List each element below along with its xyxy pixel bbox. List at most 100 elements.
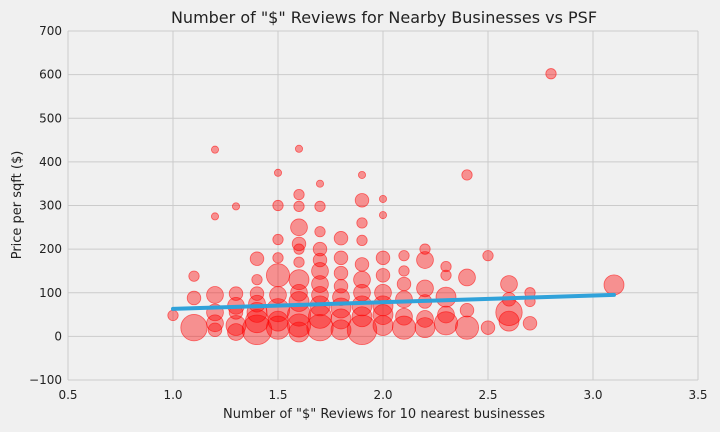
data-point <box>294 144 303 153</box>
data-point <box>398 250 410 262</box>
x-tick-label: 1.0 <box>163 388 182 402</box>
x-tick-label: 3.5 <box>688 388 707 402</box>
data-point <box>416 310 434 328</box>
data-point <box>231 202 240 211</box>
y-tick-label: 700 <box>39 24 62 38</box>
data-point <box>314 200 326 212</box>
data-point <box>398 265 410 277</box>
data-point <box>458 268 476 287</box>
data-point <box>480 320 496 335</box>
y-tick-label: −100 <box>29 373 62 387</box>
data-point <box>375 268 391 283</box>
y-tick-label: 300 <box>39 199 62 213</box>
data-point <box>227 323 245 341</box>
data-point <box>391 315 416 340</box>
data-point <box>333 250 349 266</box>
data-point <box>272 233 284 246</box>
data-point <box>251 274 263 286</box>
data-point <box>312 241 328 257</box>
grid <box>67 30 699 381</box>
data-point <box>482 250 494 262</box>
data-point <box>354 193 370 208</box>
trend-line-group <box>171 292 616 311</box>
data-point <box>440 260 452 273</box>
data-point <box>437 305 455 324</box>
data-point <box>356 217 368 229</box>
data-point <box>241 314 273 346</box>
data-point <box>288 321 310 343</box>
data-point <box>249 286 265 301</box>
data-point <box>435 286 457 308</box>
data-point <box>396 276 412 292</box>
y-tick-label: 600 <box>39 68 62 82</box>
data-point <box>375 250 391 266</box>
data-point <box>314 226 326 238</box>
data-point <box>265 315 290 340</box>
data-point <box>351 306 373 328</box>
data-point <box>180 314 208 342</box>
data-point <box>378 211 387 220</box>
data-point <box>330 308 352 330</box>
data-point <box>395 290 413 309</box>
data-point <box>186 290 202 306</box>
x-tick-label: 2.0 <box>373 388 392 402</box>
data-point <box>353 270 371 289</box>
data-point <box>207 322 223 338</box>
x-axis-label: Number of "$" Reviews for 10 nearest bus… <box>223 407 545 422</box>
data-point <box>188 270 200 282</box>
y-tick-label: 200 <box>39 242 62 256</box>
data-point <box>288 269 310 291</box>
data-point <box>346 314 378 346</box>
data-point <box>440 269 452 281</box>
data-point <box>206 286 224 304</box>
x-axis-ticks: 0.5 1.0 1.5 2.0 2.5 3.0 3.5 <box>58 388 707 402</box>
data-point <box>333 231 349 246</box>
data-point <box>372 315 394 336</box>
data-point <box>272 199 284 212</box>
data-point <box>273 168 282 177</box>
data-point <box>416 251 434 269</box>
x-tick-label: 3.0 <box>583 388 602 402</box>
trend-line <box>171 292 616 311</box>
data-point <box>333 265 349 281</box>
data-point <box>290 218 308 237</box>
data-point <box>315 179 324 188</box>
data-point <box>603 274 625 296</box>
chart-title: Number of "$" Reviews for Nearby Busines… <box>171 8 597 27</box>
data-point <box>249 251 265 266</box>
data-point <box>416 279 434 298</box>
data-point <box>311 275 329 293</box>
data-point <box>293 243 305 255</box>
y-tick-label: 100 <box>39 286 62 300</box>
data-point <box>286 313 311 338</box>
data-point <box>454 315 479 340</box>
data-point <box>306 314 334 342</box>
data-point <box>500 275 518 293</box>
data-point <box>522 316 538 331</box>
y-tick-label: 500 <box>39 111 62 125</box>
data-point <box>356 234 368 246</box>
data-point <box>293 200 305 212</box>
data-point <box>414 317 436 339</box>
data-point <box>228 286 244 301</box>
data-point <box>293 188 305 201</box>
data-point <box>372 304 394 325</box>
data-point <box>167 309 179 322</box>
data-point <box>293 256 305 268</box>
data-point <box>461 169 473 181</box>
data-point <box>311 262 329 280</box>
data-point <box>354 257 370 272</box>
y-axis-ticks: −100 0 100 200 300 400 500 600 700 <box>29 24 62 387</box>
data-point <box>357 170 366 179</box>
data-point <box>290 283 308 302</box>
data-point <box>433 311 458 336</box>
data-point <box>265 263 290 288</box>
data-point <box>272 252 284 264</box>
x-tick-label: 0.5 <box>58 388 77 402</box>
x-tick-label: 1.5 <box>268 388 287 402</box>
y-tick-label: 0 <box>54 329 62 343</box>
x-tick-label: 2.5 <box>478 388 497 402</box>
y-tick-label: 400 <box>39 155 62 169</box>
data-point <box>498 310 520 332</box>
